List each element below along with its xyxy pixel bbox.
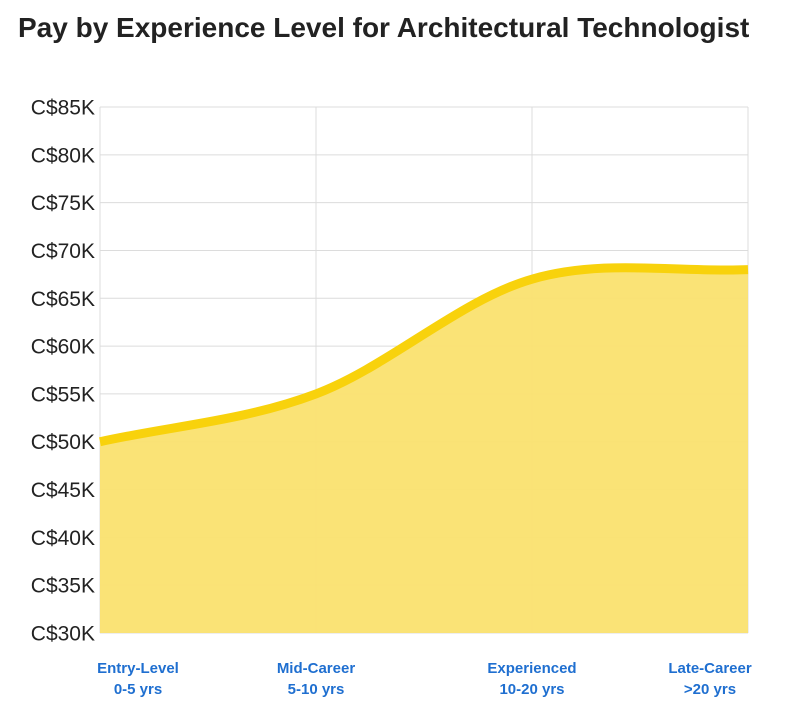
- y-tick-label: C$55K: [31, 383, 95, 406]
- x-category-label: Late-Career: [668, 660, 752, 677]
- y-tick-label: C$30K: [31, 623, 95, 646]
- area-fill: [100, 267, 748, 633]
- y-tick-label: C$80K: [31, 144, 95, 167]
- y-axis-tick-labels: C$30K C$35K C$40K C$45K C$50K C$55K C$60K C$65K…: [31, 97, 95, 646]
- chart-title: Pay by Experience Level for Architectura…: [18, 12, 750, 43]
- x-axis-category-labels: Entry-Level 0-5 yrs Mid-Career 5-10 yrs Expe…: [97, 660, 752, 698]
- series-line: [99, 263, 749, 447]
- y-tick-label: C$35K: [31, 575, 95, 598]
- x-category-range: 10-20 yrs: [499, 681, 564, 698]
- y-tick-label: C$60K: [31, 336, 95, 359]
- y-tick-label: C$40K: [31, 527, 95, 550]
- y-tick-label: C$50K: [31, 431, 95, 454]
- x-category-range: >20 yrs: [684, 681, 736, 698]
- x-category-label: Experienced: [487, 660, 576, 677]
- y-tick-label: C$65K: [31, 288, 95, 311]
- y-tick-label: C$85K: [31, 97, 95, 120]
- y-tick-label: C$75K: [31, 192, 95, 215]
- y-tick-label: C$70K: [31, 240, 95, 263]
- x-category-range: 5-10 yrs: [288, 681, 345, 698]
- x-category-label: Mid-Career: [277, 660, 356, 677]
- y-tick-label: C$45K: [31, 479, 95, 502]
- x-category-range: 0-5 yrs: [114, 681, 162, 698]
- x-category-label: Entry-Level: [97, 660, 179, 677]
- area-layer: [99, 263, 749, 633]
